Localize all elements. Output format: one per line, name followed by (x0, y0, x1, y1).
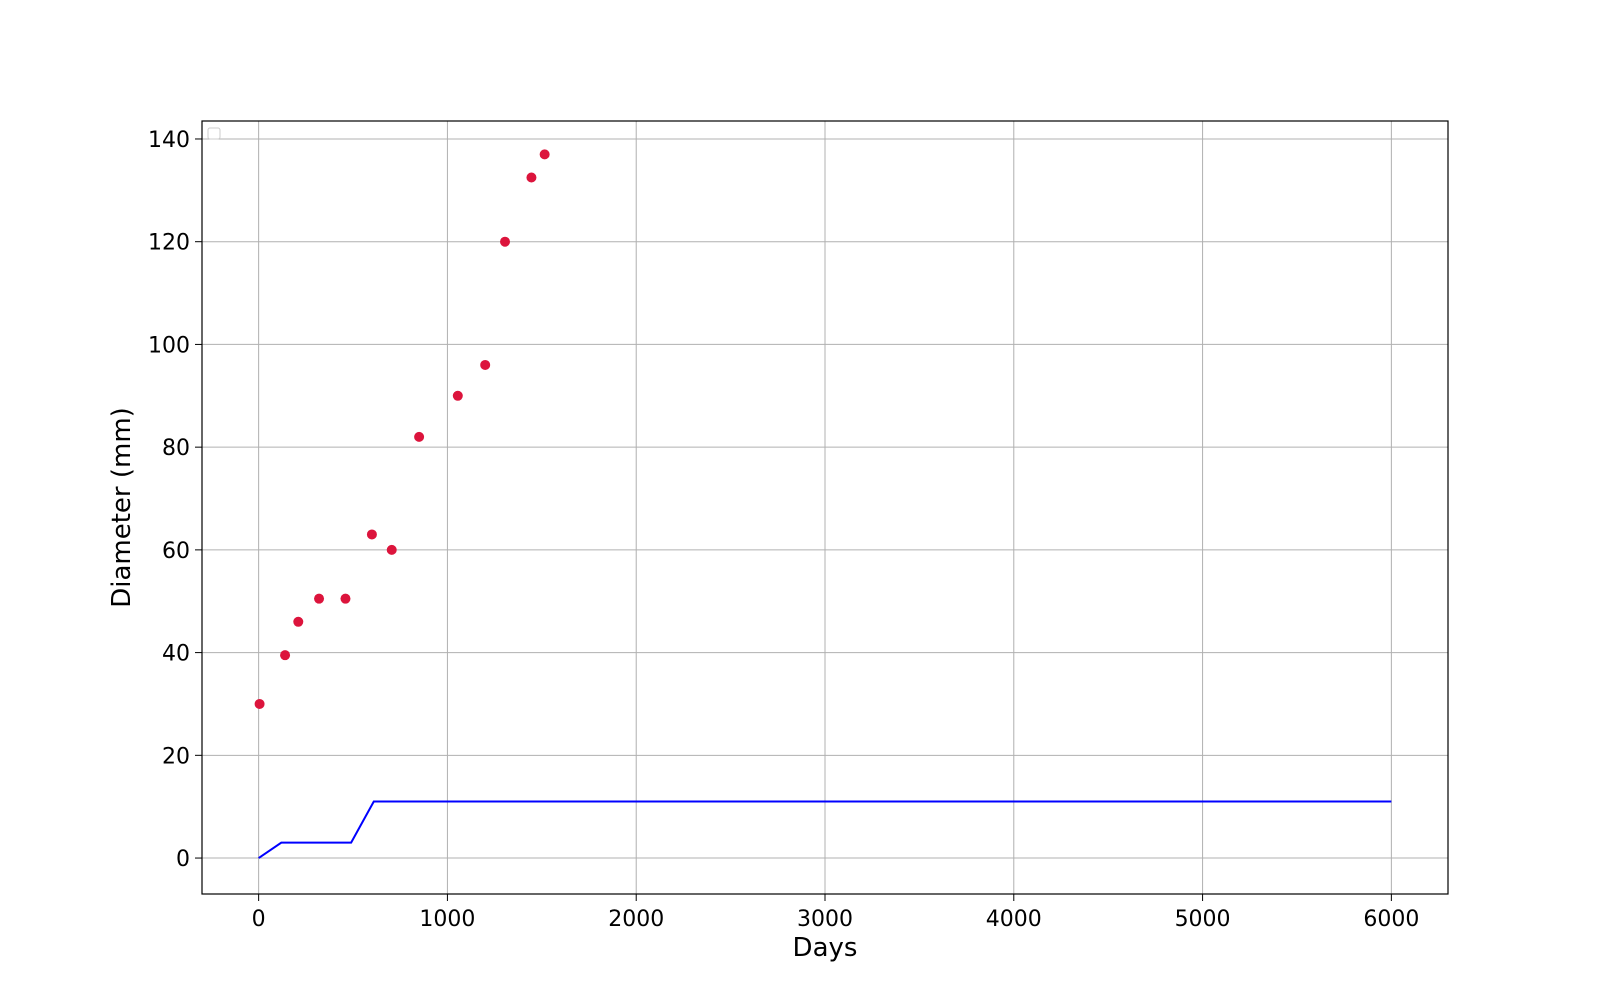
x-tick-label: 0 (252, 907, 266, 932)
scatter-point (500, 236, 511, 247)
y-tick-label: 120 (148, 231, 190, 256)
x-axis-label: Days (793, 933, 858, 963)
y-tick-label: 100 (148, 333, 190, 358)
y-tick-label: 140 (148, 128, 190, 153)
x-tick-label: 1000 (419, 907, 475, 932)
series-layer (254, 149, 1392, 859)
scatter-point (293, 616, 304, 627)
ticks: 0 1000 2000 3000 4000 5000 6000 0 20 40 60 80 100 120… (148, 128, 1419, 932)
series-line (258, 800, 1392, 859)
x-tick-label: 5000 (1175, 907, 1231, 932)
legend-box (207, 127, 221, 140)
scatter-point (452, 390, 463, 401)
x-tick-label: 4000 (986, 907, 1042, 932)
y-tick-label: 20 (162, 744, 190, 769)
scatter-point (280, 650, 291, 661)
scatter-point (386, 544, 397, 555)
y-tick-label: 0 (176, 847, 190, 872)
scatter-point (314, 593, 325, 604)
grid (202, 121, 1448, 894)
scatter-point (254, 698, 265, 709)
scatter-point (526, 172, 537, 183)
y-tick-label: 60 (162, 539, 190, 564)
scatter-point (366, 529, 377, 540)
y-tick-label: 40 (162, 642, 190, 667)
y-axis-label: Diameter (mm) (107, 407, 137, 608)
scatter-point (414, 431, 425, 442)
scatter-point (340, 593, 351, 604)
x-tick-label: 3000 (797, 907, 853, 932)
x-tick-label: 2000 (608, 907, 664, 932)
scatter-point (539, 149, 550, 160)
y-tick-label: 80 (162, 436, 190, 461)
scatter-point (480, 359, 491, 370)
x-tick-label: 6000 (1363, 907, 1419, 932)
